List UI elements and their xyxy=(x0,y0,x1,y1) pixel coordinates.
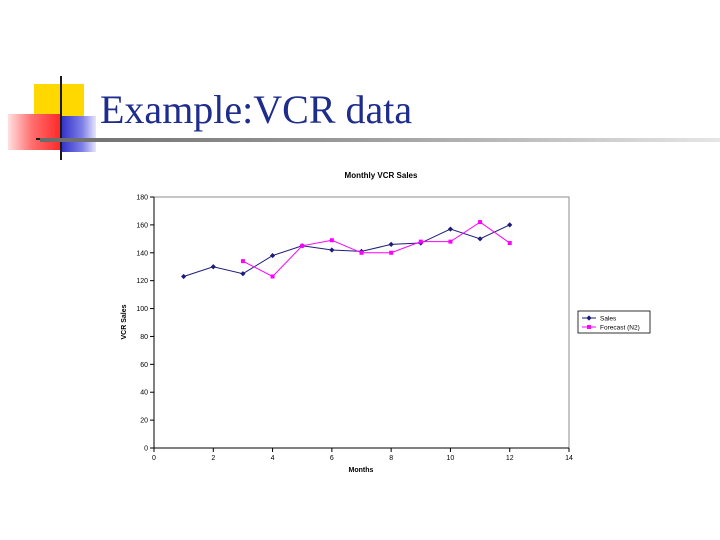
legend-item: Sales xyxy=(582,315,617,323)
title-rule xyxy=(40,138,720,142)
data-point xyxy=(300,243,305,248)
data-point xyxy=(181,273,187,280)
data-point xyxy=(329,247,335,253)
decor-blue-square xyxy=(62,116,96,152)
data-point xyxy=(240,271,246,277)
legend-item: Forecast (N2) xyxy=(582,325,640,332)
legend-marker xyxy=(586,315,592,321)
x-tick-label: 0 xyxy=(152,455,156,462)
y-tick-label: 160 xyxy=(136,222,148,229)
series-forecast xyxy=(240,220,512,279)
chart-title: Monthly VCR Sales xyxy=(345,171,418,180)
data-point xyxy=(447,226,454,232)
y-tick-label: 20 xyxy=(140,418,148,425)
data-point xyxy=(478,220,483,225)
y-tick-label: 140 xyxy=(136,250,148,257)
y-tick-label: 0 xyxy=(144,446,148,453)
data-point xyxy=(269,252,276,259)
data-point xyxy=(329,238,334,243)
data-point xyxy=(507,241,512,246)
x-tick-label: 14 xyxy=(565,455,573,462)
data-point xyxy=(389,250,394,255)
data-point xyxy=(507,222,513,228)
decor-red-square xyxy=(8,114,60,150)
y-tick-label: 180 xyxy=(136,195,148,202)
x-axis-label: Months xyxy=(349,467,374,474)
y-tick-label: 40 xyxy=(140,390,148,397)
series-line xyxy=(242,221,511,278)
x-tick-label: 8 xyxy=(389,455,393,462)
y-tick-label: 80 xyxy=(140,334,148,341)
slide-title: Example:VCR data xyxy=(100,87,413,132)
data-point xyxy=(477,236,483,242)
y-axis-label: VCR Sales xyxy=(121,304,128,339)
y-tick-label: 60 xyxy=(140,362,148,369)
data-point xyxy=(270,274,275,279)
plot-area-frame xyxy=(153,196,570,449)
chart-legend: Sales Forecast (N2) xyxy=(577,310,651,334)
x-tick-label: 6 xyxy=(330,455,334,462)
series-line xyxy=(183,224,510,277)
series-sales xyxy=(181,222,513,280)
data-point xyxy=(388,241,394,248)
data-point xyxy=(240,259,245,264)
data-point xyxy=(359,250,364,255)
legend-marker xyxy=(587,325,591,329)
decor-horizontal-line xyxy=(36,138,42,140)
decor-vertical-line xyxy=(60,76,62,160)
y-tick-label: 100 xyxy=(136,306,148,313)
legend-label: Forecast (N2) xyxy=(600,325,640,332)
x-tick-label: 12 xyxy=(506,455,514,462)
x-tick-label: 2 xyxy=(211,455,215,462)
legend-label: Sales xyxy=(600,316,617,323)
data-point xyxy=(448,239,453,244)
x-tick-label: 4 xyxy=(271,455,275,462)
y-tick-label: 120 xyxy=(136,278,148,285)
data-point xyxy=(210,264,216,270)
x-tick-label: 10 xyxy=(447,455,455,462)
data-point xyxy=(418,239,423,244)
